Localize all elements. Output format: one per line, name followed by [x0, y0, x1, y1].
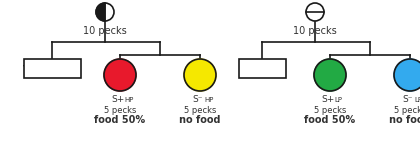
- Text: S+: S+: [111, 95, 125, 104]
- Circle shape: [394, 59, 420, 91]
- Text: 5 pecks: 5 pecks: [394, 106, 420, 115]
- Text: food 100%: food 100%: [23, 63, 81, 73]
- Text: no food: no food: [241, 63, 283, 73]
- Text: HP: HP: [204, 97, 213, 103]
- Text: no food: no food: [389, 115, 420, 125]
- Text: S⁻: S⁻: [193, 95, 203, 104]
- Text: 10 pecks: 10 pecks: [293, 26, 337, 36]
- Text: 5 pecks: 5 pecks: [184, 106, 216, 115]
- Text: LP: LP: [414, 97, 420, 103]
- Text: S⁻: S⁻: [403, 95, 413, 104]
- Circle shape: [314, 59, 346, 91]
- Text: HP: HP: [124, 97, 134, 103]
- Text: 10 pecks: 10 pecks: [83, 26, 127, 36]
- Text: food 50%: food 50%: [304, 115, 356, 125]
- Text: 5 pecks: 5 pecks: [314, 106, 346, 115]
- Polygon shape: [96, 3, 105, 21]
- Text: S+: S+: [321, 95, 335, 104]
- Text: no food: no food: [179, 115, 221, 125]
- Text: 5 pecks: 5 pecks: [104, 106, 136, 115]
- Text: LP: LP: [334, 97, 342, 103]
- FancyBboxPatch shape: [24, 58, 81, 77]
- Circle shape: [104, 59, 136, 91]
- FancyBboxPatch shape: [239, 58, 286, 77]
- Text: food 50%: food 50%: [94, 115, 146, 125]
- Circle shape: [184, 59, 216, 91]
